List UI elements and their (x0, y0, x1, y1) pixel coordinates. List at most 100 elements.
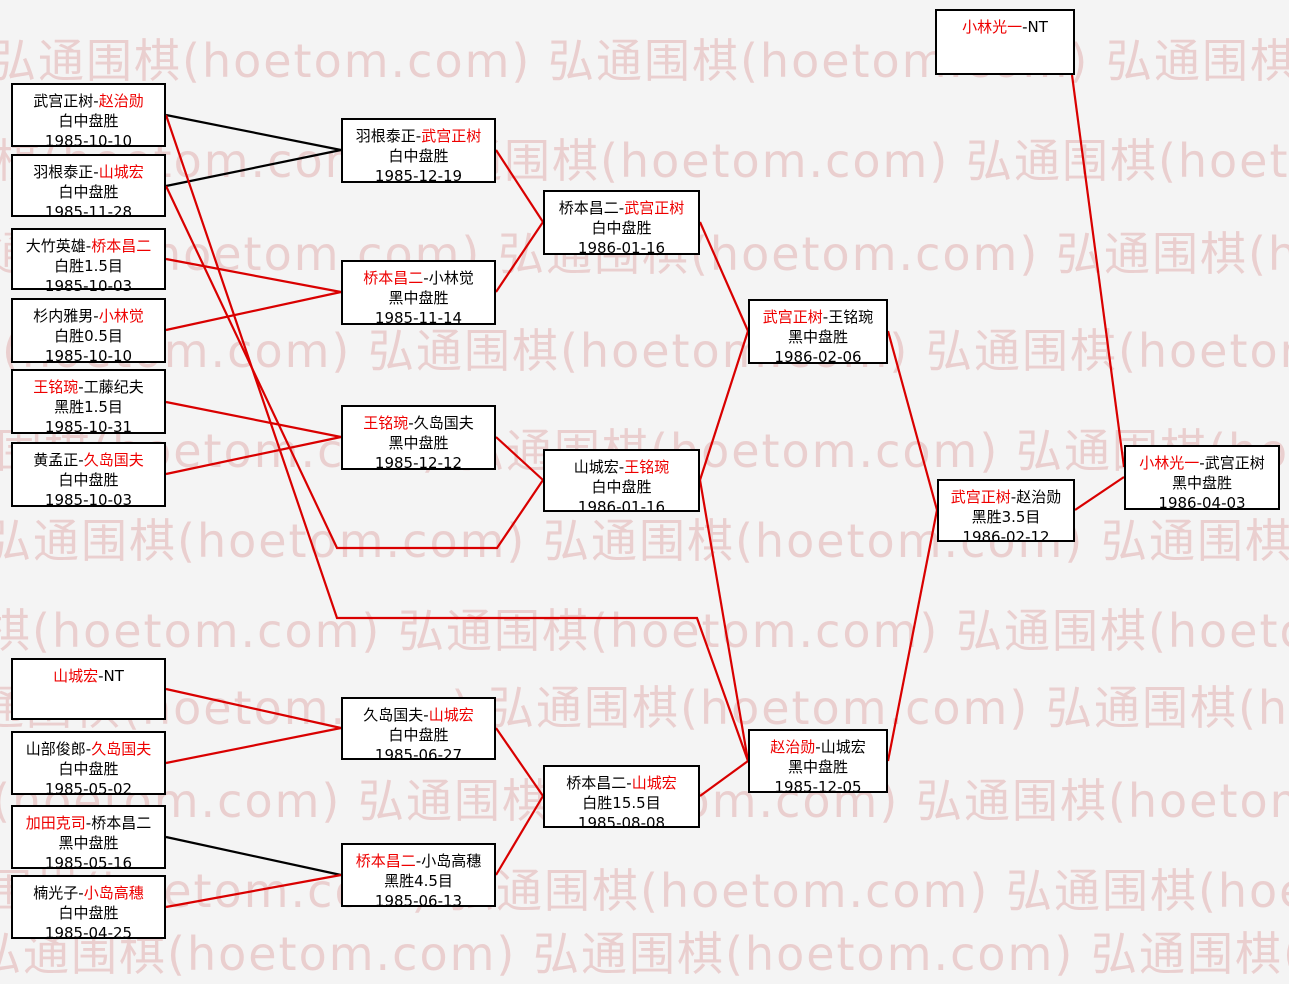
connector-line (165, 290, 342, 332)
connector-line (886, 509, 939, 762)
match-box-r2-m3: 王铭琬-久岛国夫 黑中盘胜 1985-12-12 (341, 405, 496, 472)
connector-line (165, 400, 342, 439)
connector-line (165, 113, 342, 152)
match-result: 黑胜4.5目 (384, 872, 453, 890)
connector-line (698, 330, 750, 481)
match-box-r2-m1: 羽根泰正-武宫正树 白中盘胜 1985-12-19 (341, 118, 496, 185)
connector-line (698, 221, 750, 332)
match-box-r1-m3: 大竹英雄-桥本昌二 白胜1.5目 1985-10-03 (11, 228, 166, 295)
match-result: 白中盘胜 (388, 726, 449, 744)
match-date: 1986-04-03 (1158, 494, 1246, 512)
match-date: 1985-06-13 (374, 892, 463, 910)
matchup: 久岛国夫-山城宏 (363, 706, 474, 724)
match-date: 1985-10-10 (44, 347, 133, 365)
connector-line (495, 149, 544, 223)
match-result: 白中盘胜 (58, 760, 119, 778)
match-date: 1985-11-14 (374, 309, 463, 327)
connector-line (165, 435, 342, 476)
connector-line (495, 221, 544, 293)
match-box-r4-m2: 赵治勋-山城宏 黑中盘胜 1985-12-05 (748, 729, 888, 796)
match-result: 黑中盘胜 (787, 328, 848, 346)
matchup: 桥本昌二-山城宏 (566, 774, 677, 792)
connector-line (165, 148, 342, 188)
connector-line (1070, 74, 1126, 468)
match-result: 白胜1.5目 (54, 257, 123, 275)
match-date: 1985-12-12 (374, 454, 463, 472)
match-box-r3-m2: 山城宏-王铭琬 白中盘胜 1986-01-16 (543, 449, 700, 516)
match-box-bye-top: 小林光一-NT (935, 9, 1075, 75)
match-result: 白胜0.5目 (54, 327, 123, 345)
match-date: 1986-02-12 (962, 528, 1050, 546)
match-box-r1-m8: 山部俊郎-久岛国夫 白中盘胜 1985-05-02 (11, 731, 166, 798)
matchup: 武宫正树-王铭琬 (762, 308, 874, 326)
match-date: 1985-11-28 (44, 203, 133, 221)
match-result: 黑胜3.5目 (971, 508, 1041, 526)
match-result: 白中盘胜 (591, 478, 652, 496)
match-result: 黑中盘胜 (1171, 474, 1232, 492)
match-result (937, 37, 1073, 57)
match-date: 1985-05-16 (44, 854, 133, 872)
connector-line (165, 873, 342, 909)
match-box-r2-m2: 桥本昌二-小林觉 黑中盘胜 1985-11-14 (341, 260, 496, 327)
matchup: 楠光子-小岛高穗 (33, 884, 144, 902)
matchup: 武宫正树-赵治勋 (33, 92, 144, 110)
matchup: 山部俊郎-久岛国夫 (25, 740, 152, 758)
match-box-r1-m2: 羽根泰正-山城宏 白中盘胜 1985-11-28 (11, 154, 166, 221)
matchup: 大竹英雄-桥本昌二 (25, 237, 152, 255)
match-result: 白中盘胜 (58, 183, 119, 201)
match-date: 1986-01-16 (577, 239, 666, 257)
matchup: 山城宏-王铭琬 (573, 458, 670, 476)
match-box-r1-m6: 黄孟正-久岛国夫 白中盘胜 1985-10-03 (11, 442, 166, 509)
match-box-r1-m1: 武宫正树-赵治勋 白中盘胜 1985-10-10 (11, 83, 166, 150)
match-result: 黑中盘胜 (58, 834, 119, 852)
match-result: 白胜15.5目 (582, 794, 661, 812)
matchup: 王铭琬-久岛国夫 (363, 414, 474, 432)
matchup: 王铭琬-工藤纪夫 (33, 378, 144, 396)
connector-line (495, 436, 544, 481)
match-box-r2-m4: 久岛国夫-山城宏 白中盘胜 1985-06-27 (341, 697, 496, 764)
connector-line (165, 726, 342, 765)
match-date: 1985-08-08 (577, 814, 666, 832)
matchup: 桥本昌二-小林觉 (363, 269, 474, 287)
matchup: 杉内雅男-小林觉 (33, 307, 144, 325)
match-date: 1986-02-06 (774, 348, 862, 366)
connector-line (165, 185, 544, 550)
match-result: 白中盘胜 (58, 112, 119, 130)
match-date: 1985-06-27 (374, 746, 463, 764)
match-date (937, 57, 1073, 77)
match-date: 1985-12-05 (774, 778, 862, 796)
match-result (13, 686, 164, 706)
match-box-r1-m4: 杉内雅男-小林觉 白胜0.5目 1985-10-10 (11, 298, 166, 365)
matchup: 山城宏-NT (53, 667, 124, 685)
match-box-r1-m9: 加田克司-桥本昌二 黑中盘胜 1985-05-16 (11, 805, 166, 872)
match-box-r1-m10: 楠光子-小岛高穗 白中盘胜 1985-04-25 (11, 875, 166, 942)
match-date: 1985-10-31 (44, 418, 133, 436)
match-box-r5-m1: 武宫正树-赵治勋 黑胜3.5目 1986-02-12 (937, 479, 1075, 546)
connector-line (495, 727, 544, 797)
connector-line (165, 835, 342, 877)
match-date: 1985-12-19 (374, 167, 463, 185)
match-box-r3-m3: 桥本昌二-山城宏 白胜15.5目 1985-08-08 (543, 765, 700, 832)
match-result: 白中盘胜 (388, 147, 449, 165)
match-result: 黑中盘胜 (388, 289, 449, 307)
connector-line (699, 760, 749, 797)
match-result: 黑胜1.5目 (54, 398, 123, 416)
watermark-text: 弘通围棋(hoetom.com) 弘通围棋(hoetom.com) 弘通围棋(h… (0, 681, 1289, 735)
matchup: 小林光一-NT (962, 18, 1048, 36)
connector-line (698, 479, 750, 762)
match-box-r1-m5: 王铭琬-工藤纪夫 黑胜1.5目 1985-10-31 (11, 369, 166, 436)
matchup: 羽根泰正-武宫正树 (355, 127, 482, 145)
match-result: 白中盘胜 (591, 219, 652, 237)
match-result: 黑中盘胜 (388, 434, 449, 452)
match-date: 1985-05-02 (44, 780, 133, 798)
matchup: 黄孟正-久岛国夫 (33, 451, 144, 469)
match-result: 白中盘胜 (58, 904, 119, 922)
matchup: 小林光一-武宫正树 (1139, 454, 1265, 472)
match-box-r4-m1: 武宫正树-王铭琬 黑中盘胜 1986-02-06 (748, 299, 888, 366)
matchup: 桥本昌二-武宫正树 (558, 199, 685, 217)
match-date (13, 706, 164, 726)
connector-line (1074, 476, 1125, 511)
match-result: 白中盘胜 (58, 471, 119, 489)
match-date: 1985-10-10 (44, 132, 133, 150)
connector-line (165, 687, 342, 730)
